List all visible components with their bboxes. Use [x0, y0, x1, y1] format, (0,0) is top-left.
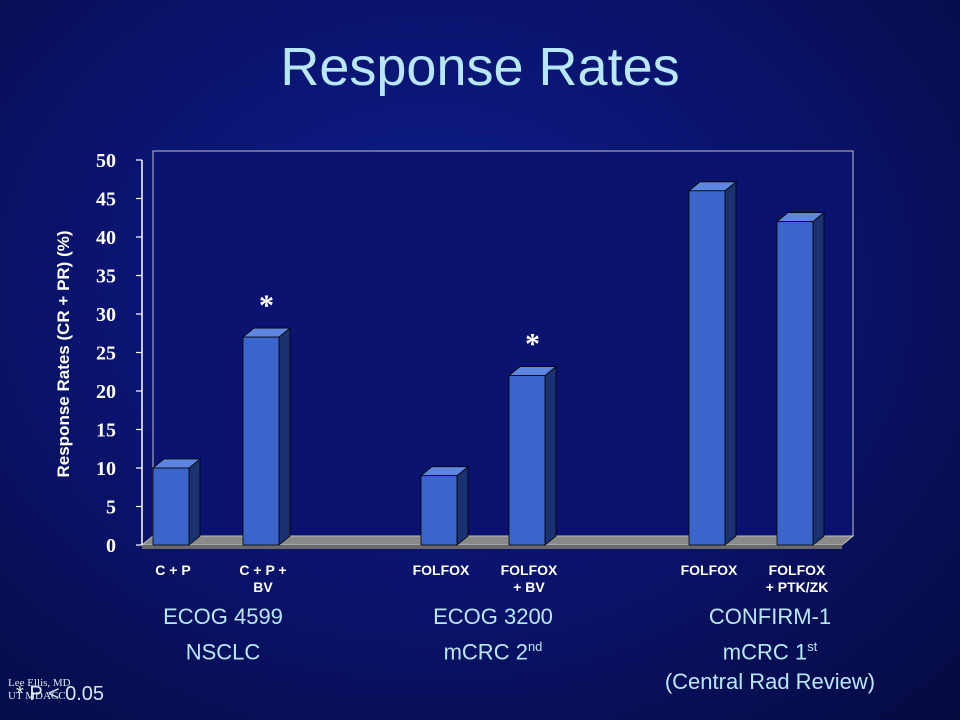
significance-markers: ** [259, 289, 540, 361]
bar [151, 458, 202, 546]
group-label-line1: ECOG 4599 [163, 604, 283, 629]
group-label-line2: mCRC 1st [722, 639, 818, 665]
y-tick-label: 30 [96, 304, 116, 326]
bar-front [420, 475, 458, 546]
plot-floor-edge [142, 545, 842, 549]
group-label-line2: NSCLC [185, 639, 261, 665]
group-label-ecog-4599: ECOG 4599 NSCLC [128, 602, 318, 667]
bars [151, 180, 826, 546]
bar [775, 211, 826, 546]
bar-side [724, 180, 737, 546]
y-tick-label: 5 [106, 497, 116, 519]
bar-front [776, 221, 814, 546]
bar-side [456, 465, 469, 546]
y-tick-label: 40 [96, 227, 116, 249]
bar-side [188, 458, 201, 546]
group-label-ecog-3200: ECOG 3200 mCRC 2nd [393, 602, 593, 667]
x-category-label: BV [253, 579, 273, 595]
y-tick-label: 45 [96, 189, 116, 211]
group-label-confirm-1: CONFIRM-1 mCRC 1st (Central Rad Review) [630, 602, 910, 697]
y-axis-ticks: 0 5 10 15 20 25 30 35 40 45 50 [96, 150, 142, 557]
x-category-label: + PTK/ZK [766, 579, 829, 595]
y-tick-label: 15 [96, 420, 116, 442]
y-tick-label: 20 [96, 381, 116, 403]
bar-front [242, 336, 280, 546]
bar [419, 465, 470, 546]
y-tick-label: 0 [106, 535, 116, 557]
bar [687, 180, 738, 546]
bar [507, 365, 558, 546]
group-label-line3: (Central Rad Review) [664, 669, 876, 695]
bar [241, 327, 292, 546]
x-category-label: C + P [155, 562, 190, 578]
x-category-label: FOLFOX [681, 562, 738, 578]
bar-side [812, 211, 825, 546]
y-tick-label: 25 [96, 343, 116, 365]
x-category-label: + BV [513, 579, 545, 595]
bar-side [278, 327, 291, 546]
significance-star: * [525, 328, 540, 361]
significance-footnote: * P < 0.05 [16, 683, 105, 705]
group-label-line2: mCRC 2nd [443, 639, 543, 665]
y-tick-label: 50 [96, 150, 116, 172]
bar-front [152, 467, 190, 546]
slide-title: Response Rates [280, 37, 680, 97]
bar-front [508, 375, 546, 546]
x-category-label: FOLFOX [501, 562, 558, 578]
x-category-label: FOLFOX [413, 562, 470, 578]
bar-side [544, 365, 557, 546]
significance-star: * [259, 289, 274, 322]
y-tick-label: 10 [96, 458, 116, 480]
group-label-line1: ECOG 3200 [433, 604, 553, 629]
y-tick-label: 35 [96, 266, 116, 288]
x-category-label: FOLFOX [769, 562, 826, 578]
author-credit: Lee Ellis, MD UT MDACC [8, 677, 71, 702]
bar-front [688, 190, 726, 546]
x-category-label: C + P + [239, 562, 286, 578]
y-axis-label: Response Rates (CR + PR) (%) [54, 230, 73, 477]
group-label-line1: CONFIRM-1 [708, 604, 832, 629]
